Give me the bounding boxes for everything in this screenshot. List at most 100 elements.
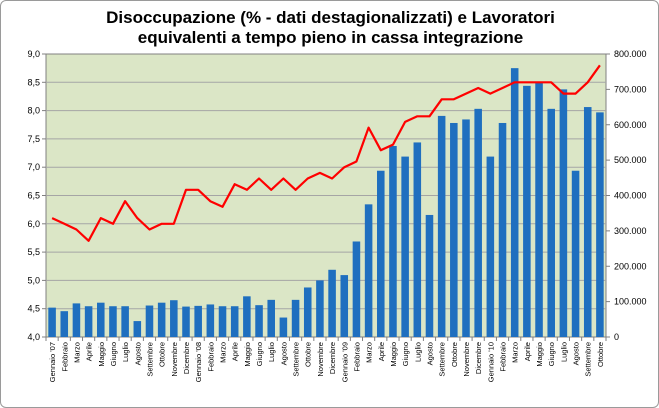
x-tick-label: Maggio bbox=[97, 342, 106, 367]
bar bbox=[157, 302, 166, 337]
bar bbox=[145, 305, 154, 337]
left-tick-label: 7,5 bbox=[27, 134, 40, 144]
bar bbox=[523, 85, 531, 338]
bar bbox=[474, 108, 482, 337]
x-tick-label: Marzo bbox=[511, 342, 520, 363]
bar bbox=[413, 142, 422, 337]
x-tick-label: Febbraio bbox=[206, 342, 215, 372]
x-tick-label: Aprile bbox=[523, 342, 532, 361]
bar bbox=[291, 299, 300, 337]
bar bbox=[267, 299, 275, 337]
right-tick-label: 500.000 bbox=[614, 155, 647, 165]
bar bbox=[559, 89, 568, 337]
left-tick-label: 6,5 bbox=[27, 191, 40, 201]
right-tick-label: 700.000 bbox=[614, 84, 647, 94]
x-tick-label: Agosto bbox=[572, 342, 581, 365]
right-tick-label: 800.000 bbox=[614, 49, 647, 59]
bar bbox=[450, 122, 458, 337]
bar bbox=[48, 307, 56, 337]
left-tick-label: 9,0 bbox=[27, 49, 40, 59]
x-tick-label: Gennaio '09 bbox=[340, 342, 349, 382]
bar bbox=[547, 108, 555, 337]
x-tick-label: Gennaio '10 bbox=[486, 342, 495, 382]
bar bbox=[170, 300, 178, 337]
bar bbox=[255, 305, 263, 337]
left-tick-label: 8,5 bbox=[27, 77, 40, 87]
bar bbox=[352, 241, 361, 337]
x-tick-label: Giugno bbox=[401, 342, 410, 366]
chart-title-line-1: Disoccupazione (% - dati destagionalizza… bbox=[106, 8, 555, 27]
x-tick-label: Dicembre bbox=[328, 342, 337, 374]
x-tick-label: Marzo bbox=[219, 342, 228, 363]
bar bbox=[340, 275, 349, 337]
x-tick-label: Febbraio bbox=[60, 342, 69, 372]
right-tick-label: 200.000 bbox=[614, 261, 647, 271]
x-tick-label: Aprile bbox=[85, 342, 94, 361]
x-tick-label: Luglio bbox=[559, 342, 568, 362]
bar bbox=[121, 306, 129, 337]
x-tick-label: Novembre bbox=[316, 342, 325, 377]
bar bbox=[133, 321, 142, 337]
bar bbox=[425, 214, 434, 337]
x-tick-label: Luglio bbox=[121, 342, 130, 362]
bar bbox=[303, 287, 312, 337]
bar bbox=[364, 204, 373, 337]
x-tick-label: Giugno bbox=[547, 342, 556, 366]
bar bbox=[389, 145, 397, 337]
x-tick-label: Settembre bbox=[292, 342, 301, 377]
x-tick-label: Marzo bbox=[72, 342, 81, 363]
bar bbox=[279, 317, 288, 337]
left-tick-label: 5,0 bbox=[27, 275, 40, 285]
bar bbox=[401, 156, 409, 337]
bar bbox=[571, 170, 580, 337]
unemployment-line bbox=[51, 64, 601, 242]
chart-title-line-2: equivalenti a tempo pieno in cassa integ… bbox=[137, 28, 524, 47]
x-tick-label: Dicembre bbox=[182, 342, 191, 374]
bar bbox=[596, 112, 604, 338]
bar bbox=[377, 170, 385, 337]
x-tick-label: Luglio bbox=[267, 342, 276, 362]
x-tick-label: Marzo bbox=[365, 342, 374, 363]
x-tick-label: Gennaio '07 bbox=[48, 342, 57, 382]
x-tick-label: Novembre bbox=[170, 342, 179, 377]
left-tick-label: 6,0 bbox=[27, 219, 40, 229]
x-tick-label: Febbraio bbox=[352, 342, 361, 372]
bar bbox=[60, 311, 69, 337]
right-tick-label: 600.000 bbox=[614, 120, 647, 130]
x-tick-label: Novembre bbox=[462, 342, 471, 377]
bar bbox=[230, 306, 239, 337]
bar bbox=[182, 306, 190, 337]
bar bbox=[97, 302, 105, 337]
right-tick-label: 100.000 bbox=[614, 297, 647, 307]
x-tick-label: Febbraio bbox=[499, 342, 508, 372]
x-tick-label: Agosto bbox=[133, 342, 142, 365]
x-tick-label: Gennaio '08 bbox=[194, 342, 203, 382]
x-tick-label: Settembre bbox=[584, 342, 593, 377]
bar bbox=[486, 156, 495, 337]
x-tick-label: Ottobre bbox=[304, 342, 313, 367]
x-tick-label: Agosto bbox=[425, 342, 434, 365]
x-tick-label: Aprile bbox=[231, 342, 240, 361]
bar bbox=[109, 306, 117, 337]
x-tick-label: Dicembre bbox=[474, 342, 483, 374]
left-tick-label: 4,5 bbox=[27, 304, 40, 314]
x-tick-label: Maggio bbox=[389, 342, 398, 367]
left-tick-label: 4,0 bbox=[27, 332, 40, 342]
x-tick-label: Ottobre bbox=[450, 342, 459, 367]
bar bbox=[84, 306, 93, 337]
bar bbox=[194, 305, 202, 337]
x-tick-label: Aprile bbox=[377, 342, 386, 361]
bar bbox=[72, 303, 81, 337]
x-tick-label: Settembre bbox=[145, 342, 154, 377]
bar bbox=[437, 115, 446, 337]
right-tick-label: 400.000 bbox=[614, 191, 647, 201]
x-tick-label: Settembre bbox=[438, 342, 447, 377]
left-tick-label: 5,5 bbox=[27, 247, 40, 257]
bar bbox=[498, 122, 507, 337]
bar bbox=[510, 68, 519, 338]
bar bbox=[243, 296, 251, 337]
x-tick-label: Luglio bbox=[413, 342, 422, 362]
x-tick-label: Agosto bbox=[279, 342, 288, 365]
bar bbox=[218, 306, 227, 337]
